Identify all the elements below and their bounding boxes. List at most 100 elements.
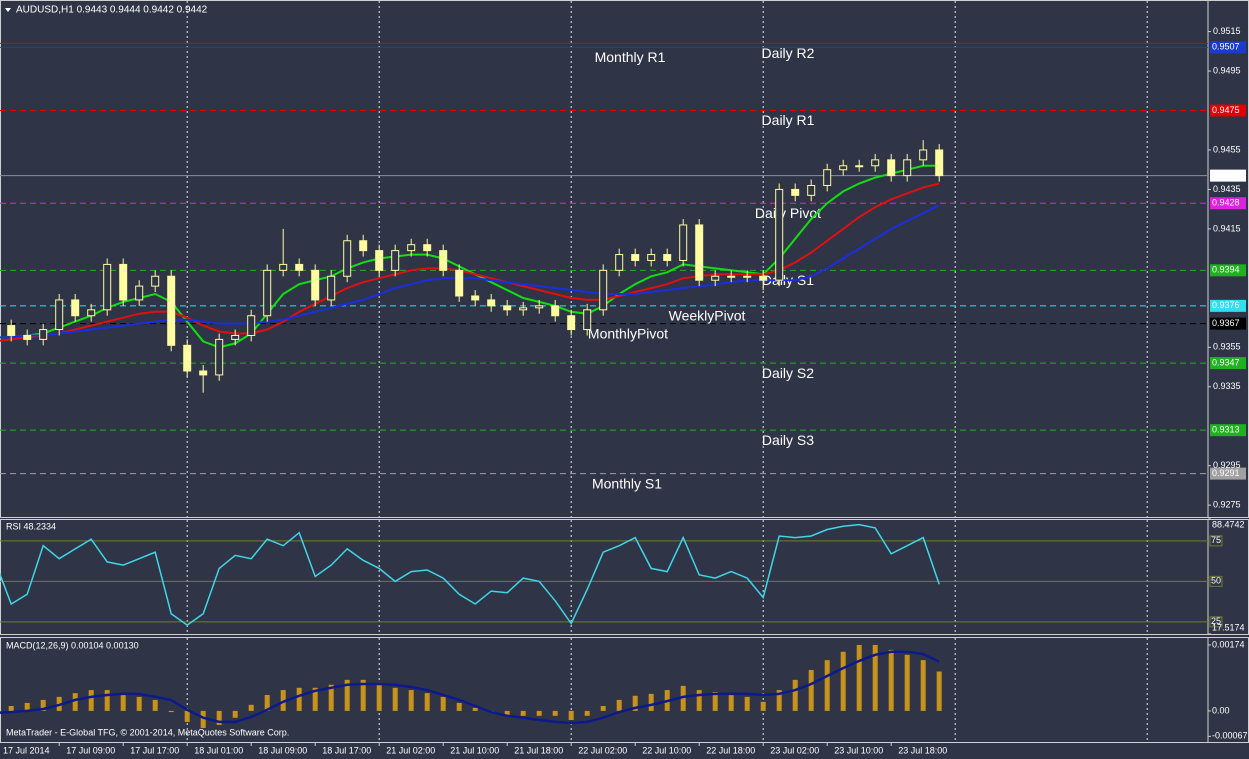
- macd-bar: [440, 696, 446, 711]
- macd-bar: [552, 710, 558, 716]
- macd-bar: [680, 685, 686, 711]
- y-tick-label: 0.9335: [1213, 381, 1241, 391]
- candle-body: [199, 370, 208, 376]
- price-box: [1210, 424, 1246, 437]
- candle-body: [7, 325, 16, 336]
- macd-bar: [328, 684, 334, 711]
- candle-body: [327, 275, 336, 301]
- level-box: [1209, 535, 1223, 547]
- candle-body: [519, 307, 528, 311]
- price-box: [1210, 197, 1246, 210]
- macd-bar: [360, 679, 366, 711]
- candle-body: [471, 295, 480, 301]
- candle-body: [823, 169, 832, 186]
- macd-bar: [408, 690, 414, 711]
- candle-body: [535, 305, 544, 309]
- chart-title: AUDUSD,H1 0.9443 0.9444 0.9442 0.9442: [16, 5, 208, 16]
- macd-bar: [792, 679, 798, 711]
- candle-body: [183, 344, 192, 372]
- rsi-line: [0, 523, 940, 627]
- candle-body: [247, 315, 256, 336]
- candle-body: [615, 254, 624, 271]
- level-label: Monthly R1: [595, 49, 666, 65]
- macd-bar: [168, 710, 174, 713]
- macd-bar: [600, 705, 606, 711]
- candle-body: [919, 149, 928, 161]
- candle-body: [903, 159, 912, 177]
- x-tick-label: 21 Jul 18:00: [514, 745, 563, 755]
- price-box: [1210, 467, 1246, 480]
- y-tick-label: 0.9515: [1213, 26, 1241, 36]
- x-tick-label: 23 Jul 10:00: [834, 745, 883, 755]
- level-box-label: 25: [1211, 616, 1221, 626]
- candle-body: [151, 275, 160, 287]
- price-box-label: 0.9442: [1212, 170, 1240, 180]
- price-box-label: 0.9347: [1212, 357, 1240, 367]
- x-tick-label: 21 Jul 10:00: [450, 745, 499, 755]
- macd-bar: [136, 696, 142, 711]
- candle-body: [503, 305, 512, 311]
- price-box-label: 0.9507: [1212, 42, 1240, 52]
- macd-bar: [728, 693, 734, 711]
- macd-bar: [856, 644, 862, 711]
- macd-bar: [24, 702, 30, 711]
- candle-body: [279, 263, 288, 271]
- macd-bar: [472, 707, 478, 711]
- candle-body: [231, 334, 240, 340]
- x-tick-label: 22 Jul 18:00: [706, 745, 755, 755]
- macd-bar: [504, 710, 510, 716]
- macd-bar: [760, 701, 766, 711]
- y-tick-label: 0.9275: [1213, 500, 1241, 510]
- candle-body: [71, 299, 80, 317]
- x-tick-label: 23 Jul 18:00: [898, 745, 947, 755]
- candle-body: [935, 149, 944, 177]
- level-label: Monthly S1: [592, 475, 662, 491]
- candle-body: [887, 159, 896, 177]
- macd-bar: [776, 690, 782, 711]
- x-tick-label: 22 Jul 02:00: [578, 745, 627, 755]
- macd-bar: [88, 690, 94, 711]
- y-tick-label: 0.9355: [1213, 342, 1241, 352]
- macd-bar: [808, 669, 814, 711]
- x-tick-label: 17 Jul 2014: [3, 745, 50, 755]
- level-box: [1209, 575, 1223, 587]
- x-tick-label: 18 Jul 01:00: [194, 745, 243, 755]
- candle-body: [359, 240, 368, 252]
- candle-body: [711, 275, 720, 281]
- price-box: [1210, 317, 1246, 330]
- price-box-label: 0.9475: [1212, 105, 1240, 115]
- candle-body: [759, 275, 768, 281]
- level-box-label: 50: [1211, 576, 1221, 586]
- indicator-title: MACD(12,26,9) 0.00104 0.00130: [6, 640, 139, 650]
- x-tick-label: 22 Jul 10:00: [642, 745, 691, 755]
- price-box-label: 0.9376: [1212, 300, 1240, 310]
- macd-bar: [104, 690, 110, 711]
- x-tick-label: 17 Jul 09:00: [66, 745, 115, 755]
- candle-body: [791, 188, 800, 196]
- price-box: [1210, 41, 1246, 54]
- candle-body: [679, 224, 688, 261]
- macd-bar: [184, 710, 190, 722]
- candle-body: [807, 184, 816, 196]
- macd-bar: [120, 693, 126, 711]
- macd-bar: [72, 693, 78, 711]
- x-tick-label: 21 Jul 02:00: [386, 745, 435, 755]
- level-label: MonthlyPivot: [588, 325, 668, 341]
- macd-bar: [40, 699, 46, 711]
- y-tick-label: 0.9435: [1213, 184, 1241, 194]
- price-box-label: 0.9394: [1212, 265, 1240, 275]
- candle-body: [775, 188, 784, 281]
- candle-body: [263, 269, 272, 317]
- candle-body: [455, 269, 464, 297]
- candle-body: [631, 254, 640, 261]
- candle-body: [391, 250, 400, 271]
- macd-bar: [888, 649, 894, 711]
- indicator-title: RSI 48.2334: [6, 521, 56, 531]
- macd-bar: [424, 693, 430, 711]
- level-label: Daily Pivot: [755, 205, 821, 221]
- candle-body: [839, 165, 848, 171]
- candle-body: [311, 269, 320, 301]
- candle-body: [87, 309, 96, 317]
- price-box-label: 0.9428: [1212, 198, 1240, 208]
- candle-body: [551, 305, 560, 317]
